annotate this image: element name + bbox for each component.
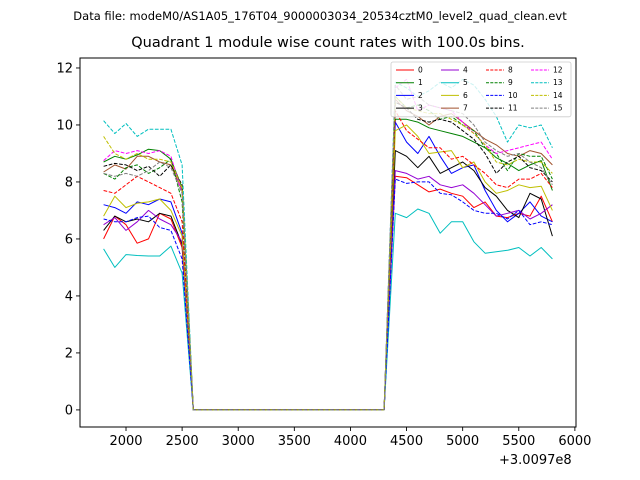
legend-label-15: 15 (553, 104, 563, 113)
chart-title: Quadrant 1 module wise count rates with … (131, 35, 525, 51)
legend-label-3: 3 (418, 104, 423, 113)
x-axis: 2000 2500 3000 3500 4000 4500 5000 5500 6000 (109, 427, 591, 449)
y-tick-label: 12 (56, 61, 73, 76)
x-tick-label: 2000 (109, 434, 142, 449)
legend-box (390, 61, 572, 118)
y-tick-label: 0 (65, 403, 73, 418)
legend-label-7: 7 (463, 104, 468, 113)
legend-label-0: 0 (418, 66, 423, 75)
legend-label-6: 6 (463, 91, 468, 100)
plot-area (80, 58, 576, 427)
x-tick-label: 4500 (390, 434, 423, 449)
series-line-15 (103, 84, 553, 411)
y-axis: 0 2 4 6 8 10 12 (56, 61, 80, 418)
legend-label-12: 12 (553, 66, 563, 75)
x-tick-label: 5000 (446, 434, 479, 449)
legend-label-11: 11 (508, 104, 518, 113)
y-tick-label: 6 (65, 232, 73, 247)
axes-frame (79, 57, 577, 428)
y-tick-label: 8 (65, 175, 73, 190)
x-tick-label: 3000 (222, 434, 255, 449)
legend-label-8: 8 (508, 66, 513, 75)
legend-label-9: 9 (508, 78, 513, 87)
y-tick-label: 2 (65, 346, 73, 361)
series-line-14 (103, 96, 553, 411)
legend-label-13: 13 (553, 78, 563, 87)
series-layer (103, 78, 553, 411)
x-tick-label: 2500 (166, 434, 199, 449)
legend-label-1: 1 (418, 78, 423, 87)
x-tick-label: 4000 (334, 434, 367, 449)
x-tick-label: 3500 (278, 434, 311, 449)
legend-label-5: 5 (463, 78, 468, 87)
x-tick-label: 6000 (558, 434, 591, 449)
legend-label-4: 4 (463, 66, 468, 75)
legend-label-14: 14 (553, 91, 563, 100)
x-axis-offset-label: +3.0097e8 (499, 453, 572, 468)
y-tick-label: 4 (65, 289, 73, 304)
legend-label-10: 10 (508, 91, 518, 100)
figure-suptitle: Data file: modeM0/AS1A05_176T04_90000030… (73, 9, 567, 23)
legend-label-2: 2 (418, 91, 423, 100)
y-tick-label: 10 (56, 118, 73, 133)
x-tick-label: 5500 (502, 434, 535, 449)
